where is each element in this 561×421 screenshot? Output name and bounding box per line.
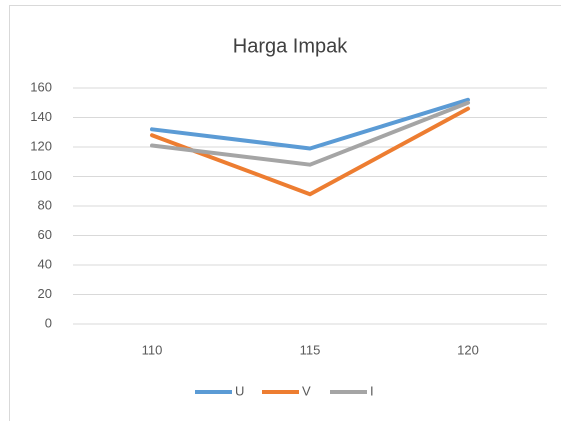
y-tick-label: 160 xyxy=(30,79,52,94)
chart-title: Harga Impak xyxy=(233,35,348,57)
legend-label: U xyxy=(235,383,244,398)
y-tick-label: 60 xyxy=(38,227,52,242)
y-tick-label: 120 xyxy=(30,138,52,153)
y-tick-label: 40 xyxy=(38,256,52,271)
y-tick-label: 20 xyxy=(38,286,52,301)
x-tick-label: 120 xyxy=(457,342,479,357)
series-line xyxy=(150,106,470,197)
y-tick-label: 0 xyxy=(45,315,52,330)
x-tick-label: 110 xyxy=(142,342,163,357)
y-tick-label: 140 xyxy=(30,109,52,124)
series-line xyxy=(150,100,470,167)
chart-frame xyxy=(9,5,561,421)
y-tick-label: 100 xyxy=(30,168,52,183)
x-tick-label: 115 xyxy=(300,342,321,357)
y-tick-label: 80 xyxy=(38,197,52,212)
series-line xyxy=(150,97,470,151)
legend-label: V xyxy=(302,383,311,398)
legend-label: I xyxy=(370,383,374,398)
